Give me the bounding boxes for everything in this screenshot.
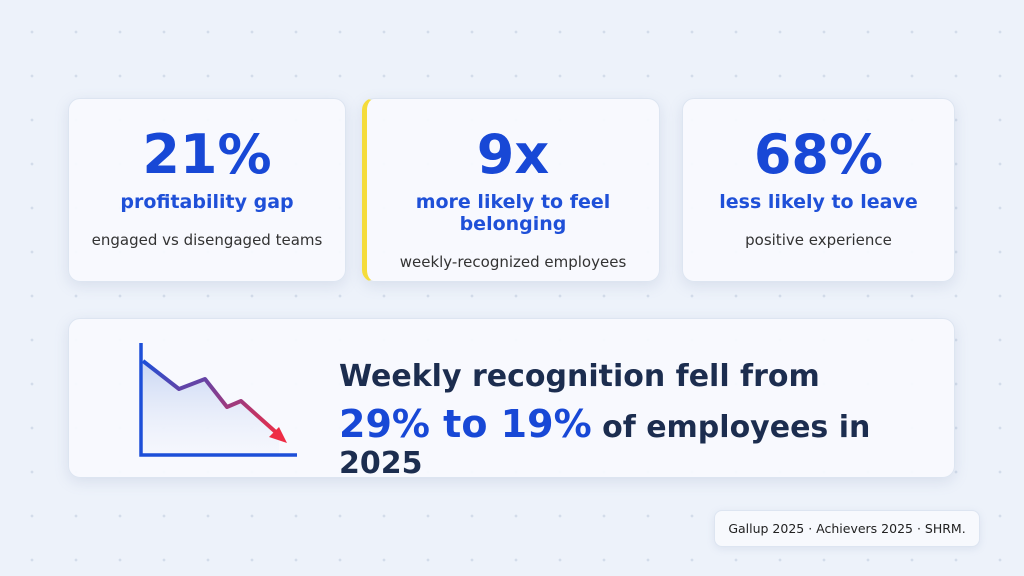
stat-card: 21% profitability gap engaged vs disenga… xyxy=(68,98,346,282)
trend-line xyxy=(141,359,281,437)
stat-label: profitability gap xyxy=(120,191,294,213)
stat-label: less likely to leave xyxy=(719,191,918,213)
stat-sub: weekly-recognized employees xyxy=(399,253,627,271)
arrow-head xyxy=(269,427,287,443)
banner-line2: 29% to 19% of employees in 2025 xyxy=(339,402,954,481)
stat-value: 21% xyxy=(142,123,272,186)
stat-value: 9x xyxy=(476,123,550,186)
banner-highlight: 29% to 19% xyxy=(339,402,592,446)
decline-icon xyxy=(139,343,297,457)
area xyxy=(143,361,279,455)
banner-text: Weekly recognition fell from 29% to 19% … xyxy=(339,359,954,481)
banner-line1: Weekly recognition fell from xyxy=(339,359,820,394)
banner: Weekly recognition fell from 29% to 19% … xyxy=(68,318,955,481)
stat-sub: positive experience xyxy=(745,231,892,249)
stat-label: more likely to feel belonging xyxy=(415,191,611,235)
stat-sub: engaged vs disengaged teams xyxy=(91,231,323,249)
banner-rest: of employees in 2025 xyxy=(339,410,871,481)
axes xyxy=(139,343,297,457)
source: Gallup 2025 · Achievers 2025 · SHRM. xyxy=(714,510,980,547)
stat-value: 68% xyxy=(753,123,884,186)
stat-card: 9x more likely to feel belonging weekly-… xyxy=(362,98,660,282)
stat-card: 68% less likely to leave positive experi… xyxy=(682,98,955,282)
